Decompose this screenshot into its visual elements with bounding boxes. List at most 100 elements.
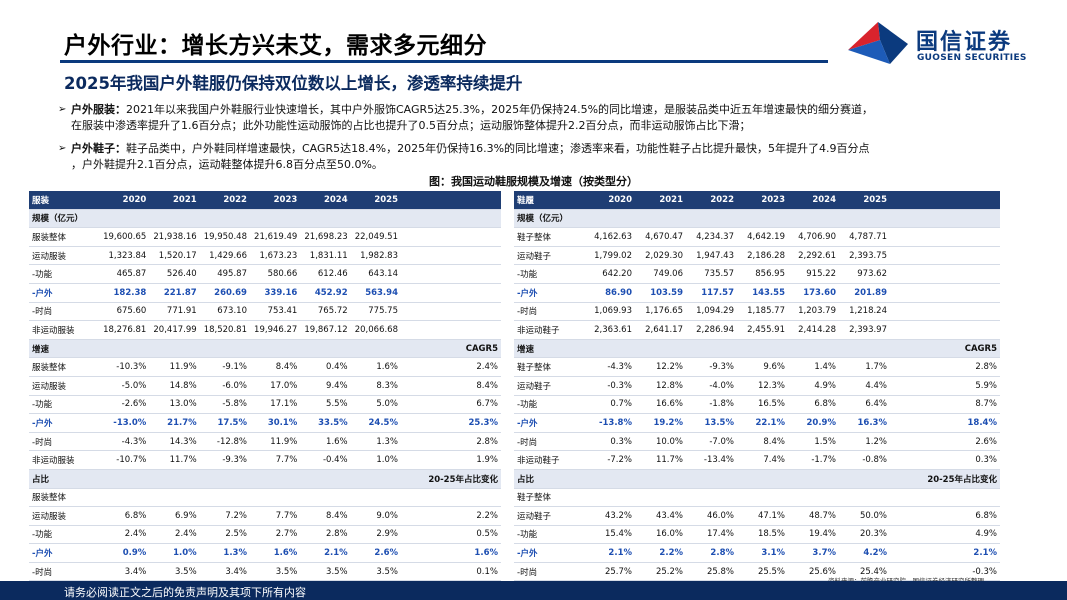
table-row: -功能 465.87 526.40 495.87 580.66 612.46 643.14 xyxy=(29,265,501,284)
value-cell: 21,938.16 xyxy=(149,228,199,247)
value-cell: 2.4% xyxy=(99,525,149,544)
value-cell: 2,029.30 xyxy=(635,246,686,265)
row-label-cell: -功能 xyxy=(514,525,584,544)
row-label-cell: -户外 xyxy=(514,414,584,433)
value-cell: 2.4% xyxy=(149,525,199,544)
footer-bar: 请务必阅读正文之后的免责声明及其项下所有内容 xyxy=(0,581,1067,600)
column-header: 2023 xyxy=(737,191,788,209)
value-cell xyxy=(99,339,149,358)
bullet-text: 2021年以来我国户外鞋服行业快速增长，其中户外服饰CAGR5达25.3%，20… xyxy=(126,103,873,116)
section-header-row: 规模（亿元） xyxy=(514,209,1000,228)
value-cell: 103.59 xyxy=(635,283,686,302)
table-row: 非运动鞋子 -7.2% 11.7% -13.4% 7.4% -1.7% -0.8% 0.3% xyxy=(514,451,1000,470)
table-row: 运动鞋子 1,799.02 2,029.30 1,947.43 2,186.28 2,29… xyxy=(514,246,1000,265)
value-cell xyxy=(584,209,635,228)
value-cell xyxy=(401,209,501,228)
table-row: -功能 2.4% 2.4% 2.5% 2.7% 2.8% 2.9% 0.5% xyxy=(29,525,501,544)
value-cell: 1,203.79 xyxy=(788,302,839,321)
value-cell: 673.10 xyxy=(200,302,250,321)
value-cell: 1.6% xyxy=(250,544,300,563)
value-cell: 1.0% xyxy=(351,451,401,470)
row-label-cell: -时尚 xyxy=(29,302,99,321)
value-cell: 5.5% xyxy=(300,395,350,414)
value-cell: 8.4% xyxy=(300,507,350,526)
row-label-cell: -户外 xyxy=(514,283,584,302)
column-header: 2025 xyxy=(839,191,890,209)
value-cell: -5.0% xyxy=(99,376,149,395)
value-cell: 1,176.65 xyxy=(635,302,686,321)
column-header: 2021 xyxy=(635,191,686,209)
value-cell: 22.1% xyxy=(737,414,788,433)
value-cell: 3.5% xyxy=(300,562,350,581)
value-cell: 6.8% xyxy=(890,507,1000,526)
table-row-outdoor: -户外 -13.8% 19.2% 13.5% 22.1% 20.9% 16.3% 18.4% xyxy=(514,414,1000,433)
table-row: 服装整体 -10.3% 11.9% -9.1% 8.4% 0.4% 1.6% 2.4% xyxy=(29,358,501,377)
value-cell: 2,393.97 xyxy=(839,321,890,340)
row-label-cell: -时尚 xyxy=(514,432,584,451)
value-cell: 12.2% xyxy=(635,358,686,377)
table-row: -时尚 675.60 771.91 673.10 753.41 765.72 775.75 xyxy=(29,302,501,321)
value-cell: 3.5% xyxy=(250,562,300,581)
value-cell: 1.7% xyxy=(839,358,890,377)
value-cell: 2.6% xyxy=(351,544,401,563)
value-cell: 0.9% xyxy=(99,544,149,563)
table-row-outdoor: -户外 0.9% 1.0% 1.3% 1.6% 2.1% 2.6% 1.6% xyxy=(29,544,501,563)
value-cell xyxy=(250,209,300,228)
value-cell: 8.4% xyxy=(737,432,788,451)
value-cell xyxy=(149,469,199,488)
value-cell: 4,642.19 xyxy=(737,228,788,247)
value-cell: 1.6% xyxy=(351,358,401,377)
value-cell: 1,323.84 xyxy=(99,246,149,265)
value-cell: -4.3% xyxy=(99,432,149,451)
value-cell xyxy=(890,302,1000,321)
value-cell: 9.0% xyxy=(351,507,401,526)
value-cell xyxy=(200,488,250,507)
value-cell: 1,185.77 xyxy=(737,302,788,321)
value-cell: -0.3% xyxy=(584,376,635,395)
column-header: 2022 xyxy=(686,191,737,209)
value-cell xyxy=(401,228,501,247)
value-cell: 12.8% xyxy=(635,376,686,395)
value-cell: 173.60 xyxy=(788,283,839,302)
value-cell: 749.06 xyxy=(635,265,686,284)
value-cell xyxy=(890,209,1000,228)
value-cell: -10.3% xyxy=(99,358,149,377)
value-cell: 3.5% xyxy=(351,562,401,581)
value-cell xyxy=(351,469,401,488)
value-cell: 2.8% xyxy=(890,358,1000,377)
value-cell: 19,950.48 xyxy=(200,228,250,247)
column-header: 2024 xyxy=(788,191,839,209)
value-cell xyxy=(686,209,737,228)
value-cell: 2,286.94 xyxy=(686,321,737,340)
value-cell: 50.0% xyxy=(839,507,890,526)
brand-logo: 国信证券 GUOSEN SECURITIES xyxy=(846,20,1056,70)
value-cell: 0.7% xyxy=(584,395,635,414)
value-cell xyxy=(635,488,686,507)
value-cell: -13.4% xyxy=(686,451,737,470)
value-cell: 1,673.23 xyxy=(250,246,300,265)
value-cell: 25.5% xyxy=(737,562,788,581)
value-cell: 3.4% xyxy=(99,562,149,581)
value-cell: 2.1% xyxy=(300,544,350,563)
value-cell: 1.9% xyxy=(401,451,501,470)
value-cell: 20-25年占比变化 xyxy=(401,469,501,488)
value-cell: 7.7% xyxy=(250,507,300,526)
value-cell: 4,787.71 xyxy=(839,228,890,247)
value-cell: 14.8% xyxy=(149,376,199,395)
disclaimer-text: 请务必阅读正文之后的免责声明及其项下所有内容 xyxy=(64,584,306,600)
value-cell: 43.2% xyxy=(584,507,635,526)
value-cell: 221.87 xyxy=(149,283,199,302)
row-label-cell: 非运动鞋子 xyxy=(514,451,584,470)
value-cell: 465.87 xyxy=(99,265,149,284)
guosen-logo-icon xyxy=(846,20,910,66)
value-cell: 775.75 xyxy=(351,302,401,321)
value-cell xyxy=(686,488,737,507)
value-cell xyxy=(737,469,788,488)
value-cell: 580.66 xyxy=(250,265,300,284)
row-label-cell: -户外 xyxy=(29,283,99,302)
value-cell: 1.2% xyxy=(839,432,890,451)
value-cell: 1,799.02 xyxy=(584,246,635,265)
value-cell: 5.0% xyxy=(351,395,401,414)
value-cell: 17.4% xyxy=(686,525,737,544)
value-cell xyxy=(200,209,250,228)
